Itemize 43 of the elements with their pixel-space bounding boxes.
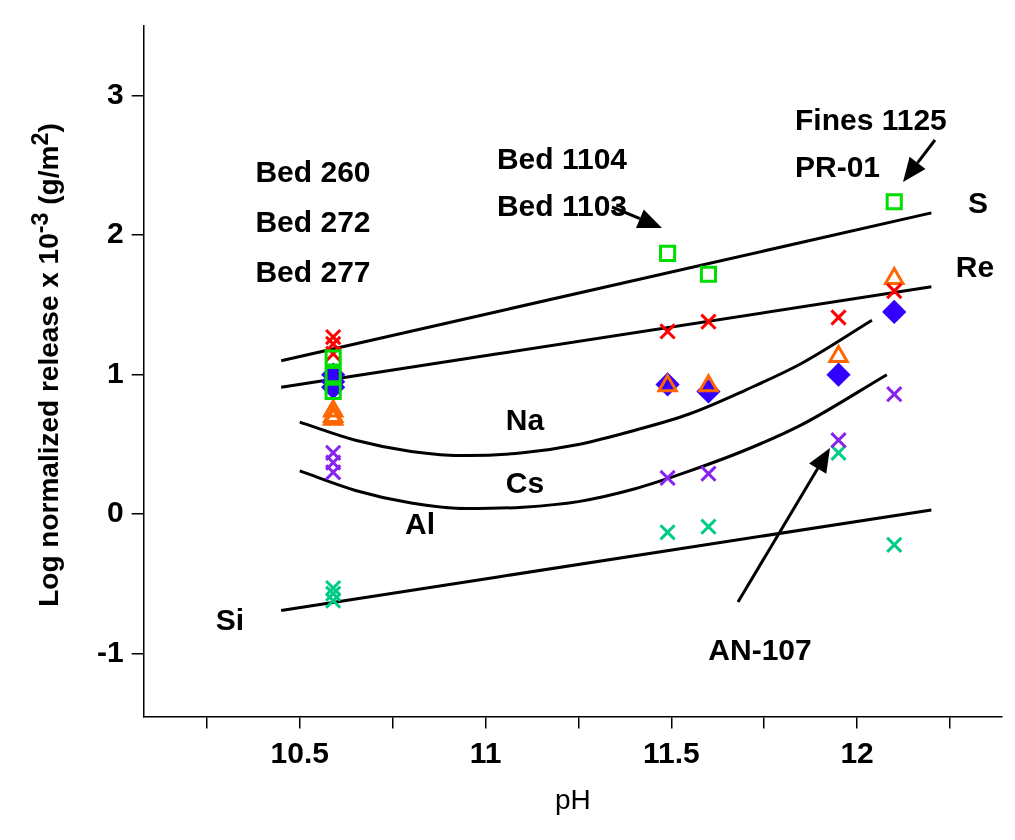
point [324, 382, 342, 400]
annotation: Al [405, 507, 435, 540]
y-tick-label: 2 [106, 216, 124, 250]
annotation: Re [955, 250, 995, 283]
annotation: S [967, 186, 988, 219]
annotation: Fines 1125 PR-01 [795, 103, 947, 183]
point [324, 585, 342, 603]
point [882, 300, 906, 324]
point [699, 265, 718, 283]
point [885, 282, 903, 300]
annotation: AN-107 [708, 633, 812, 666]
point [885, 193, 903, 211]
annotation: Bed 1104 Bed 1103 [496, 142, 628, 222]
point [885, 536, 903, 554]
point [659, 469, 677, 487]
point [699, 465, 718, 483]
annotation: Si [215, 603, 245, 636]
point [829, 308, 848, 327]
point [324, 349, 342, 367]
point [699, 313, 718, 331]
x-axis-title: pH [554, 783, 591, 815]
point [659, 322, 677, 341]
point [659, 244, 677, 262]
annotation: Bed 260 Bed 272 Bed 277 [255, 155, 371, 288]
point [828, 345, 849, 364]
x-tick-label: 11.5 [642, 735, 700, 769]
line-series [298, 373, 889, 511]
point [829, 444, 848, 462]
point [885, 385, 903, 403]
point [827, 363, 851, 387]
x-tick-label: 12 [840, 735, 874, 769]
y-tick-label: -1 [96, 634, 124, 668]
annotation: Cs [505, 466, 545, 499]
y-tick-label: 0 [106, 495, 124, 529]
point [659, 523, 677, 541]
y-tick-label: 3 [106, 77, 124, 110]
y-tick-label: 1 [106, 355, 124, 389]
point [829, 431, 848, 449]
x-tick-label: 11 [469, 735, 502, 769]
annotation: Na [505, 403, 545, 436]
line-series [298, 318, 874, 458]
point [699, 518, 718, 536]
x-tick-label: 10.5 [270, 735, 329, 769]
